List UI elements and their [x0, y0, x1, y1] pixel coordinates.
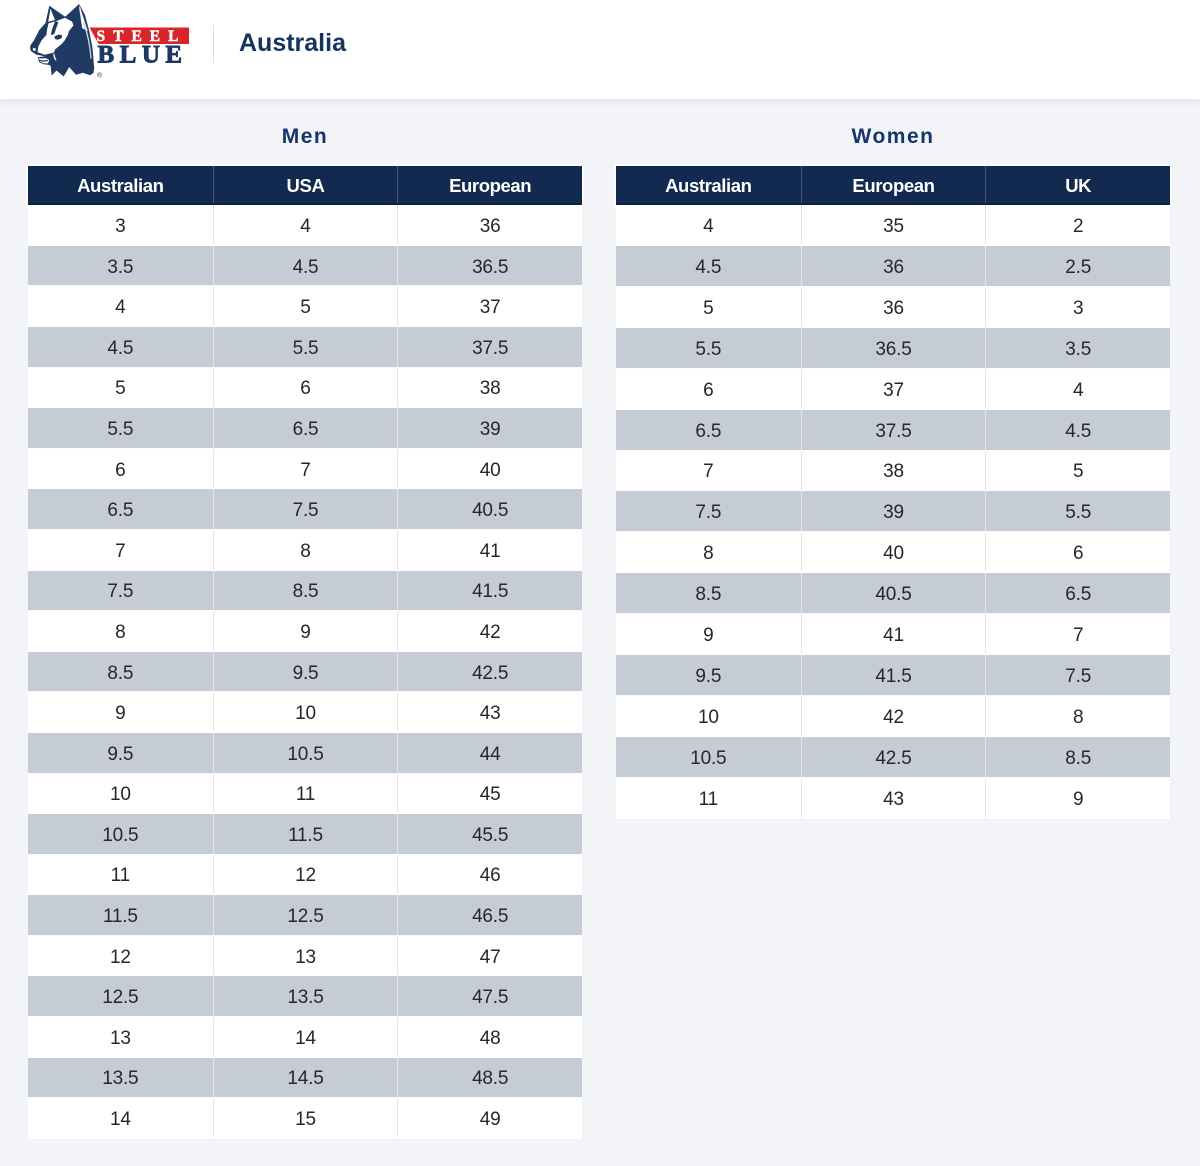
svg-text:STEEL: STEEL [97, 28, 187, 45]
svg-text:®: ® [97, 72, 103, 80]
svg-text:BLUE: BLUE [98, 42, 188, 69]
